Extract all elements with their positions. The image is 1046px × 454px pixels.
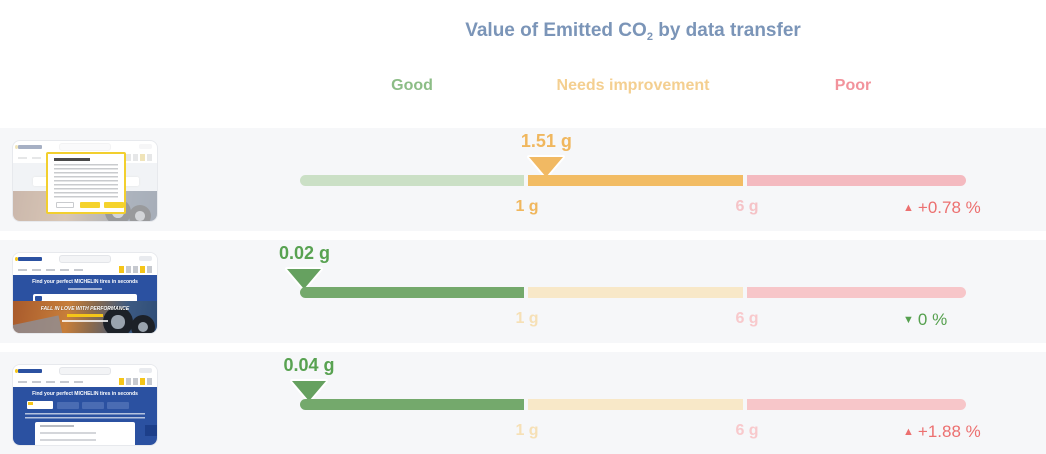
zone-header-good: Good: [391, 77, 433, 94]
mini-selector-body: Find your perfect MICHELIN tires in seco…: [13, 387, 157, 445]
marker-icon: [527, 155, 566, 179]
cookie-reject-button: [56, 202, 74, 208]
page-thumbnail-cookie-consent: [12, 140, 158, 222]
tire-image: [129, 205, 151, 221]
trend-up-icon: ▲: [903, 426, 914, 438]
threshold-label-1g: 1 g: [515, 422, 539, 439]
mini-tab-active: [27, 401, 53, 409]
road-image: [13, 315, 63, 333]
bar-segment-needs-improvement: [528, 175, 743, 186]
bar-segment-poor: [747, 287, 966, 298]
mini-account-button: [139, 144, 152, 149]
bar-segment-good: [300, 175, 524, 186]
marker-icon: [285, 267, 324, 291]
page-thumbnail-homepage: Find your perfect MICHELIN tires in seco…: [12, 252, 158, 334]
mini-nav: [13, 265, 157, 275]
cookie-dialog-text: [54, 164, 118, 200]
mini-tab: [82, 402, 104, 409]
michelin-logo: [15, 369, 42, 373]
bar-segment-needs-improvement: [528, 287, 743, 298]
report-row-cookie-page: 1.51 g 1 g 6 g ▲ +0.78 %: [0, 128, 1046, 231]
change-indicator: ▲ +1.88 %: [903, 422, 981, 442]
mini-search-bar: [59, 255, 111, 263]
mini-photo-subcaption-2: [62, 320, 108, 322]
report-row-tire-selector: Find your perfect MICHELIN tires in seco…: [0, 352, 1046, 454]
bar-segment-good: [300, 399, 524, 410]
cookie-consent-dialog: [46, 152, 126, 214]
threshold-label-6g: 6 g: [735, 198, 759, 215]
mini-account-button: [139, 256, 152, 261]
tire-image: [131, 315, 155, 333]
mini-hero: Find your perfect MICHELIN tires in seco…: [13, 275, 157, 303]
mini-dropdown-list: [40, 432, 96, 445]
mini-nav: [13, 377, 157, 387]
mini-tab: [107, 402, 129, 409]
mini-tab: [57, 402, 79, 409]
trend-up-icon: ▲: [903, 202, 914, 214]
mini-nav-icons: [119, 378, 153, 385]
mini-photo: FALL IN LOVE WITH PERFORMANCE: [13, 301, 157, 333]
mini-nav-links: [18, 381, 88, 383]
marker-icon: [289, 379, 328, 403]
mini-side-box: [145, 425, 157, 436]
bar-segment-good: [300, 287, 524, 298]
mini-nav-links: [18, 269, 88, 271]
value-label: 0.02 g: [278, 243, 330, 263]
zone-header-poor: Poor: [834, 77, 872, 94]
mini-tire-search-input: [33, 294, 137, 303]
mini-header: [13, 253, 157, 266]
threshold-label-1g: 1 g: [515, 198, 539, 215]
mini-search-bar: [59, 367, 111, 375]
report-row-homepage: Find your perfect MICHELIN tires in seco…: [0, 240, 1046, 343]
mini-hero-heading: Find your perfect MICHELIN tires in seco…: [32, 279, 138, 285]
mini-account-button: [139, 368, 152, 373]
mini-dropdown-search: [40, 425, 74, 427]
mini-photo-caption: FALL IN LOVE WITH PERFORMANCE: [40, 306, 130, 312]
bar-segment-needs-improvement: [528, 399, 743, 410]
bar-segment-poor: [747, 175, 966, 186]
mini-hero-heading: Find your perfect MICHELIN tires in seco…: [32, 391, 138, 397]
mini-dropdown-panel: [35, 422, 135, 445]
change-value: +0.78 %: [917, 198, 981, 217]
michelin-logo: [15, 257, 42, 261]
cookie-accept-button: [80, 202, 100, 208]
page-title: Value of Emitted CO2 by data transfer: [465, 19, 801, 43]
zone-header-needs-improvement: Needs improvement: [556, 77, 710, 94]
change-value: 0 %: [917, 310, 948, 329]
mini-tab-bar: [27, 401, 147, 409]
michelin-logo: [15, 145, 42, 149]
bar-segment-poor: [747, 399, 966, 410]
change-value: +1.88 %: [917, 422, 981, 441]
mini-hero-subline: [68, 288, 102, 290]
mini-search-bar: [59, 143, 111, 151]
change-indicator: ▼ 0 %: [903, 310, 947, 330]
threshold-label-6g: 6 g: [735, 310, 759, 327]
threshold-label-1g: 1 g: [515, 310, 539, 327]
change-indicator: ▲ +0.78 %: [903, 198, 981, 218]
cookie-dialog-title: [54, 158, 90, 161]
mini-nav-icons: [119, 154, 153, 161]
mini-helper-text: [25, 413, 145, 419]
threshold-label-6g: 6 g: [735, 422, 759, 439]
mini-photo-subcaption: [67, 314, 103, 317]
tire-image: [103, 307, 133, 333]
mini-nav-icons: [119, 266, 153, 273]
cookie-settings-button: [104, 202, 124, 208]
value-label: 1.51 g: [520, 131, 572, 151]
cookie-dialog-buttons: [56, 202, 124, 208]
trend-down-icon: ▼: [903, 314, 914, 326]
page-thumbnail-tire-selector: Find your perfect MICHELIN tires in seco…: [12, 364, 158, 446]
value-label: 0.04 g: [283, 355, 335, 375]
